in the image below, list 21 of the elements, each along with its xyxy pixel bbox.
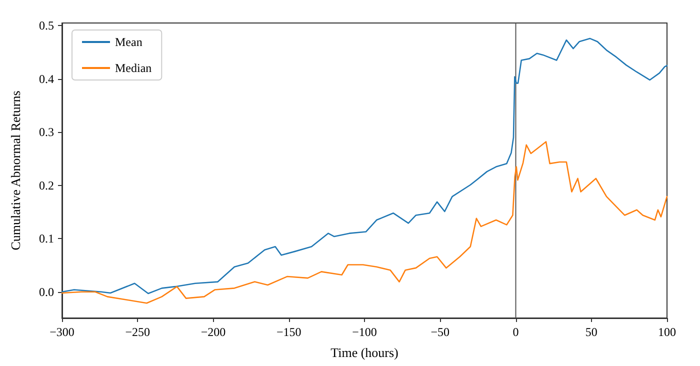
legend-label: Mean <box>115 35 142 49</box>
x-axis-title: Time (hours) <box>330 345 398 360</box>
line-series <box>61 141 668 304</box>
x-tick-label: 50 <box>585 325 598 339</box>
x-tick-label: −250 <box>125 325 150 339</box>
x-tick-label: −300 <box>50 325 74 339</box>
y-tick-label: 0.0 <box>39 284 54 299</box>
x-tick-label: 0 <box>512 325 519 339</box>
y-tick-label: 0.4 <box>39 72 54 86</box>
x-tick-label: −200 <box>200 325 226 339</box>
line-series <box>61 38 668 294</box>
x-tick-label: −150 <box>276 325 302 339</box>
legend-label: Median <box>115 61 152 75</box>
x-tick-label: −100 <box>352 325 377 339</box>
y-tick-label: 0.3 <box>39 125 54 140</box>
x-tick-label: −50 <box>430 325 450 339</box>
y-tick-label: 0.5 <box>39 18 54 33</box>
y-tick-label: 0.1 <box>39 232 54 246</box>
y-axis-title: Cumulative Abnormal Returns <box>8 90 23 250</box>
x-tick-label: 100 <box>658 325 676 339</box>
y-tick-label: 0.2 <box>39 178 54 192</box>
